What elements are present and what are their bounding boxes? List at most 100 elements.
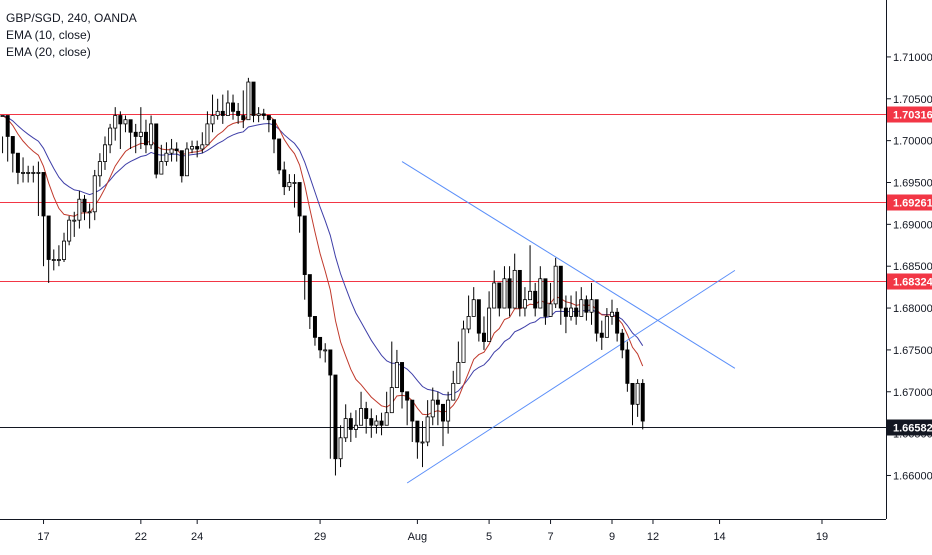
- candle-body: [476, 299, 481, 334]
- candle-body: [87, 211, 92, 214]
- candle-down: [261, 108, 266, 120]
- candle-up: [466, 295, 471, 334]
- candle-body: [282, 169, 287, 188]
- candle-up: [113, 107, 118, 141]
- candle-down: [400, 362, 405, 409]
- candle-body: [103, 144, 107, 162]
- candle-down: [307, 274, 312, 329]
- y-tick-label: 1.68500: [893, 261, 932, 273]
- candle-body: [97, 161, 102, 177]
- candles-layer: [0, 77, 645, 476]
- candle-down: [5, 115, 10, 162]
- candle-up: [471, 287, 476, 317]
- candle-down: [615, 308, 620, 342]
- candle-body: [548, 303, 553, 317]
- price-level-label: 1.68324: [893, 277, 932, 289]
- candle-down: [369, 408, 374, 438]
- candle-body: [56, 259, 61, 261]
- candle-body: [174, 148, 179, 152]
- candle-body: [517, 269, 522, 309]
- candle-body: [369, 418, 374, 426]
- candle-up: [338, 425, 343, 468]
- candle-down: [46, 215, 51, 283]
- candle-up: [430, 387, 435, 426]
- candle-body: [584, 299, 589, 313]
- candle-body: [481, 332, 486, 342]
- candle-body: [220, 110, 225, 116]
- candle-body: [435, 399, 440, 405]
- candle-up: [210, 94, 215, 133]
- candle-up: [62, 232, 67, 263]
- candle-up: [159, 144, 164, 175]
- candle-body: [522, 299, 527, 309]
- candle-body: [594, 299, 599, 334]
- candle-up: [287, 174, 292, 191]
- x-tick-label: 19: [816, 531, 828, 543]
- candle-body: [231, 102, 236, 112]
- candle-body: [236, 110, 241, 116]
- legend-ema20: EMA (20, close): [6, 45, 91, 59]
- candle-up: [528, 245, 533, 301]
- candle-up: [149, 115, 154, 150]
- candle-body: [241, 115, 246, 121]
- candle-body: [82, 198, 87, 213]
- candle-up: [164, 142, 169, 166]
- candle-up: [36, 161, 41, 216]
- price-level-label: 1.66582: [893, 423, 932, 435]
- price-level-badge: [887, 194, 932, 211]
- candle-body: [205, 123, 210, 146]
- candle-body: [26, 172, 31, 174]
- candle-up: [394, 349, 399, 388]
- levels-layer: [0, 114, 886, 428]
- candle-up: [87, 203, 92, 229]
- candle-down: [195, 140, 200, 158]
- candle-body: [215, 110, 220, 116]
- candle-down: [405, 391, 410, 426]
- candle-down: [415, 420, 420, 459]
- candle-up: [108, 123, 113, 154]
- candle-body: [266, 115, 271, 121]
- candle-body: [138, 131, 143, 137]
- y-tick-label: 1.70500: [893, 94, 932, 106]
- legend-symbol: GBP/SGD, 240, OANDA: [6, 11, 137, 25]
- candle-body: [389, 387, 394, 414]
- candle-body: [154, 123, 159, 175]
- candle-down: [266, 115, 271, 133]
- candle-down: [620, 328, 625, 359]
- candle-up: [67, 215, 72, 246]
- price-level-label: 1.70316: [893, 110, 932, 122]
- candle-up: [225, 90, 230, 116]
- candle-down: [10, 136, 15, 173]
- candle-up: [374, 415, 379, 434]
- candle-body: [507, 278, 512, 309]
- candle-down: [348, 412, 353, 442]
- candle-up: [389, 341, 394, 414]
- candle-up: [604, 308, 609, 338]
- candle-up: [205, 111, 210, 146]
- candle-body: [461, 328, 466, 363]
- ema20-line: [2, 115, 644, 396]
- candle-up: [610, 299, 614, 325]
- candle-down: [625, 341, 630, 392]
- candle-body: [133, 131, 138, 137]
- candle-up: [123, 115, 128, 133]
- candle-body: [21, 172, 26, 174]
- candle-down: [154, 123, 159, 179]
- candle-up: [56, 245, 61, 267]
- candle-down: [594, 299, 599, 342]
- candle-up: [72, 211, 77, 237]
- candle-down: [476, 299, 481, 342]
- candle-up: [456, 341, 461, 384]
- candle-body: [425, 416, 430, 443]
- candle-body: [610, 311, 614, 317]
- candle-body: [5, 115, 10, 137]
- candle-body: [512, 269, 517, 309]
- candle-down: [640, 379, 645, 430]
- candle-body: [420, 441, 425, 444]
- candle-body: [348, 418, 353, 430]
- x-tick-label: Aug: [408, 531, 428, 543]
- candle-up: [553, 257, 558, 309]
- candle-body: [277, 138, 282, 171]
- candle-up: [343, 404, 348, 442]
- candle-body: [394, 362, 399, 388]
